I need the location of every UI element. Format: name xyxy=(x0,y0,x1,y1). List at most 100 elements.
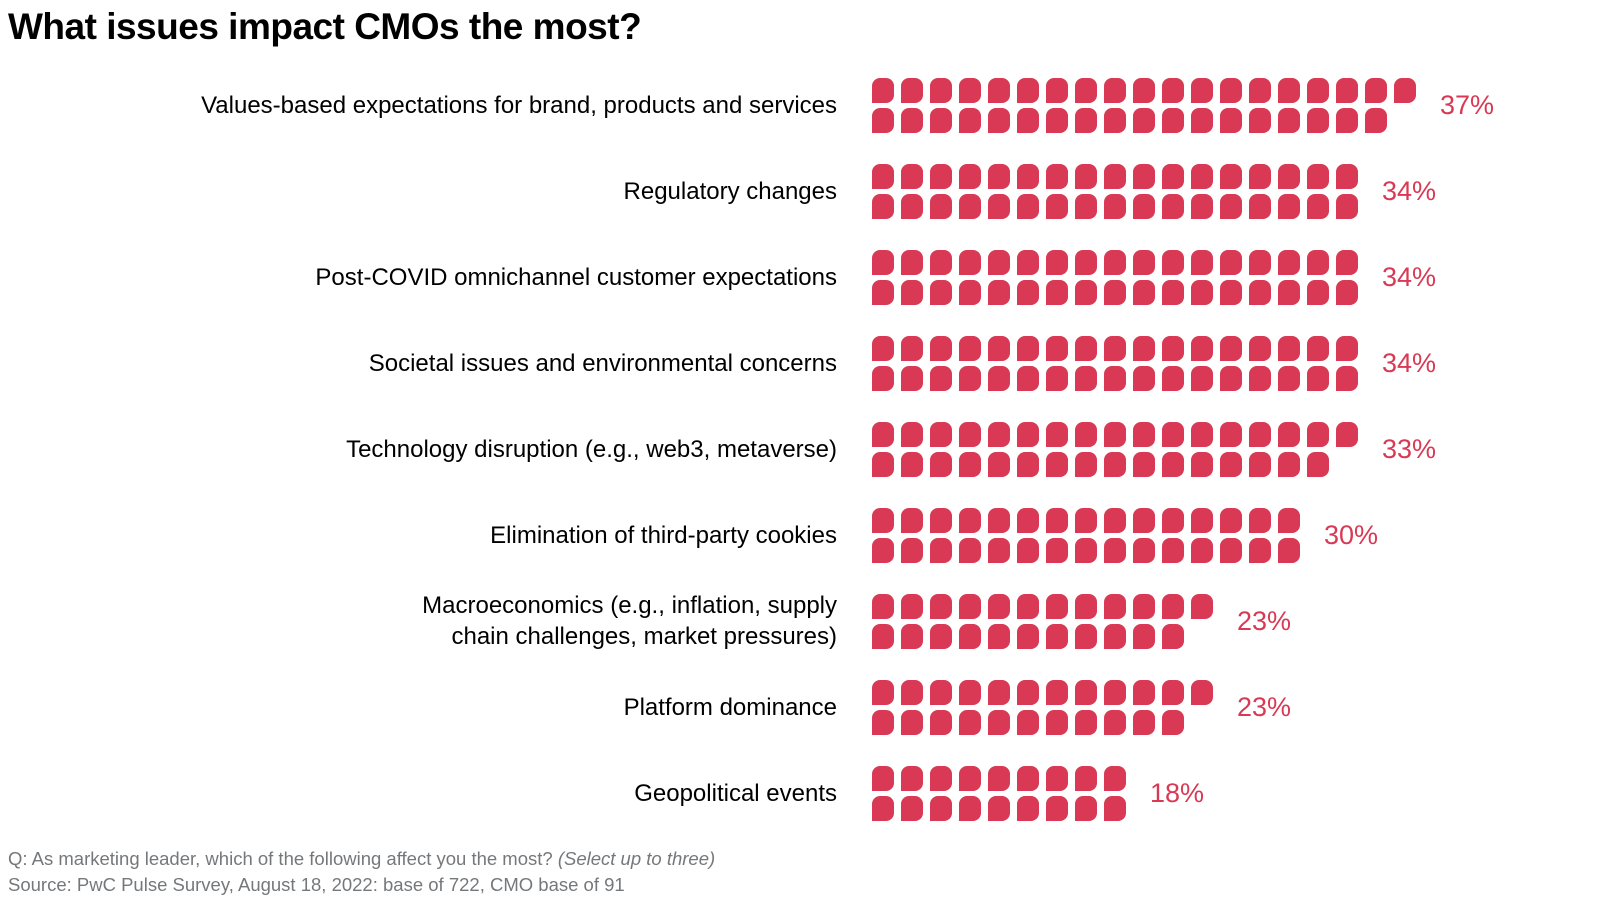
unit-block xyxy=(1220,107,1242,133)
pictogram-blocks xyxy=(872,679,1213,735)
unit-block xyxy=(1046,537,1068,563)
block-subrow xyxy=(872,537,1300,563)
unit-block xyxy=(930,765,952,791)
unit-block xyxy=(1133,335,1155,361)
category-label: Macroeconomics (e.g., inflation, supply … xyxy=(422,592,837,650)
unit-block xyxy=(901,107,923,133)
unit-block xyxy=(1278,451,1300,477)
unit-block xyxy=(872,451,894,477)
unit-block xyxy=(988,107,1010,133)
unit-block xyxy=(1075,249,1097,275)
value-label: 37% xyxy=(1440,89,1495,120)
block-subrow xyxy=(872,421,1358,447)
unit-block xyxy=(1046,593,1068,619)
unit-block xyxy=(1075,451,1097,477)
value-label: 34% xyxy=(1382,175,1437,206)
category-label: Technology disruption (e.g., web3, metav… xyxy=(346,435,837,463)
unit-block xyxy=(1104,77,1126,103)
unit-block xyxy=(901,163,923,189)
unit-block xyxy=(959,249,981,275)
unit-block xyxy=(872,365,894,391)
unit-block xyxy=(930,679,952,705)
unit-block xyxy=(1336,193,1358,219)
unit-block xyxy=(1278,365,1300,391)
footnote-question-note: (Select up to three) xyxy=(557,848,716,869)
unit-block xyxy=(959,623,981,649)
unit-block xyxy=(988,795,1010,821)
chart-row: Regulatory changes 34% xyxy=(0,148,1601,234)
unit-block xyxy=(1075,537,1097,563)
unit-block xyxy=(1075,623,1097,649)
unit-block xyxy=(988,679,1010,705)
unit-block xyxy=(1365,107,1387,133)
block-subrow xyxy=(872,193,1358,219)
unit-block xyxy=(1162,107,1184,133)
unit-block xyxy=(901,623,923,649)
unit-block xyxy=(1162,77,1184,103)
unit-block xyxy=(1307,107,1329,133)
chart-footnote: Q: As marketing leader, which of the fol… xyxy=(8,846,1601,898)
unit-block xyxy=(1075,77,1097,103)
unit-block xyxy=(1133,249,1155,275)
chart-row: Societal issues and environmental concer… xyxy=(0,320,1601,406)
unit-block xyxy=(1191,537,1213,563)
unit-block xyxy=(872,335,894,361)
unit-block xyxy=(1133,537,1155,563)
unit-block xyxy=(930,709,952,735)
chart-row: Post-COVID omnichannel customer expectat… xyxy=(0,234,1601,320)
unit-block xyxy=(930,335,952,361)
unit-block xyxy=(1162,163,1184,189)
unit-block xyxy=(1046,335,1068,361)
unit-block xyxy=(1191,451,1213,477)
unit-block xyxy=(959,163,981,189)
unit-block xyxy=(930,365,952,391)
unit-block xyxy=(1104,107,1126,133)
chart-rows: Values-based expectations for brand, pro… xyxy=(0,62,1601,836)
unit-block xyxy=(988,193,1010,219)
unit-block xyxy=(1307,335,1329,361)
value-label: 34% xyxy=(1382,261,1437,292)
unit-block xyxy=(872,163,894,189)
unit-block xyxy=(1278,507,1300,533)
unit-block xyxy=(959,421,981,447)
category-label: Societal issues and environmental concer… xyxy=(368,349,837,377)
unit-block xyxy=(1133,451,1155,477)
value-label: 30% xyxy=(1324,519,1379,550)
unit-block xyxy=(1075,193,1097,219)
unit-block xyxy=(1191,107,1213,133)
unit-block xyxy=(1394,77,1416,103)
unit-block xyxy=(1278,249,1300,275)
unit-block xyxy=(959,77,981,103)
unit-block xyxy=(1249,421,1271,447)
unit-block xyxy=(1307,365,1329,391)
unit-block xyxy=(1075,593,1097,619)
unit-block xyxy=(1220,451,1242,477)
unit-block xyxy=(1104,279,1126,305)
unit-block xyxy=(1162,451,1184,477)
block-subrow xyxy=(872,679,1213,705)
unit-block xyxy=(1220,249,1242,275)
unit-block xyxy=(872,249,894,275)
block-subrow xyxy=(872,709,1213,735)
unit-block xyxy=(1278,193,1300,219)
unit-block xyxy=(1133,107,1155,133)
unit-block xyxy=(1075,795,1097,821)
unit-block xyxy=(901,593,923,619)
unit-block xyxy=(1249,335,1271,361)
unit-block xyxy=(1104,365,1126,391)
unit-block xyxy=(1220,335,1242,361)
unit-block xyxy=(1249,163,1271,189)
unit-block xyxy=(959,451,981,477)
unit-block xyxy=(1133,365,1155,391)
unit-block xyxy=(1133,421,1155,447)
chart-row: Geopolitical events 18% xyxy=(0,750,1601,836)
unit-block xyxy=(1046,451,1068,477)
unit-block xyxy=(1017,193,1039,219)
pictogram-blocks xyxy=(872,249,1358,305)
unit-block xyxy=(1017,365,1039,391)
unit-block xyxy=(901,77,923,103)
unit-block xyxy=(1017,279,1039,305)
block-subrow xyxy=(872,365,1358,391)
unit-block xyxy=(1075,421,1097,447)
unit-block xyxy=(1017,507,1039,533)
